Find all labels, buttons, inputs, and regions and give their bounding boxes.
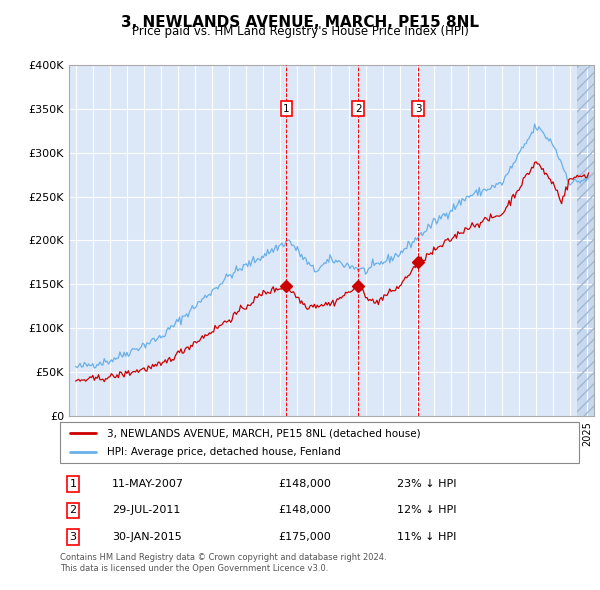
Text: 12% ↓ HPI: 12% ↓ HPI	[397, 506, 457, 515]
Text: Contains HM Land Registry data © Crown copyright and database right 2024.: Contains HM Land Registry data © Crown c…	[60, 553, 386, 562]
Text: 11-MAY-2007: 11-MAY-2007	[112, 479, 184, 489]
Text: 3, NEWLANDS AVENUE, MARCH, PE15 8NL: 3, NEWLANDS AVENUE, MARCH, PE15 8NL	[121, 15, 479, 30]
Text: £148,000: £148,000	[278, 506, 331, 515]
Text: 23% ↓ HPI: 23% ↓ HPI	[397, 479, 457, 489]
FancyBboxPatch shape	[60, 422, 579, 463]
Text: £175,000: £175,000	[278, 532, 331, 542]
Bar	[577, 65, 594, 416]
Text: HPI: Average price, detached house, Fenland: HPI: Average price, detached house, Fenl…	[107, 447, 340, 457]
Text: 2: 2	[355, 104, 362, 114]
Bar	[577, 65, 594, 416]
Text: £148,000: £148,000	[278, 479, 331, 489]
Text: 30-JAN-2015: 30-JAN-2015	[112, 532, 182, 542]
Text: 29-JUL-2011: 29-JUL-2011	[112, 506, 180, 515]
Text: 11% ↓ HPI: 11% ↓ HPI	[397, 532, 457, 542]
Text: Price paid vs. HM Land Registry's House Price Index (HPI): Price paid vs. HM Land Registry's House …	[131, 25, 469, 38]
Text: 2: 2	[70, 506, 77, 515]
Text: 1: 1	[283, 104, 290, 114]
Text: 3, NEWLANDS AVENUE, MARCH, PE15 8NL (detached house): 3, NEWLANDS AVENUE, MARCH, PE15 8NL (det…	[107, 428, 421, 438]
Text: 3: 3	[415, 104, 421, 114]
Text: 1: 1	[70, 479, 76, 489]
Text: This data is licensed under the Open Government Licence v3.0.: This data is licensed under the Open Gov…	[60, 564, 328, 573]
Text: 3: 3	[70, 532, 76, 542]
